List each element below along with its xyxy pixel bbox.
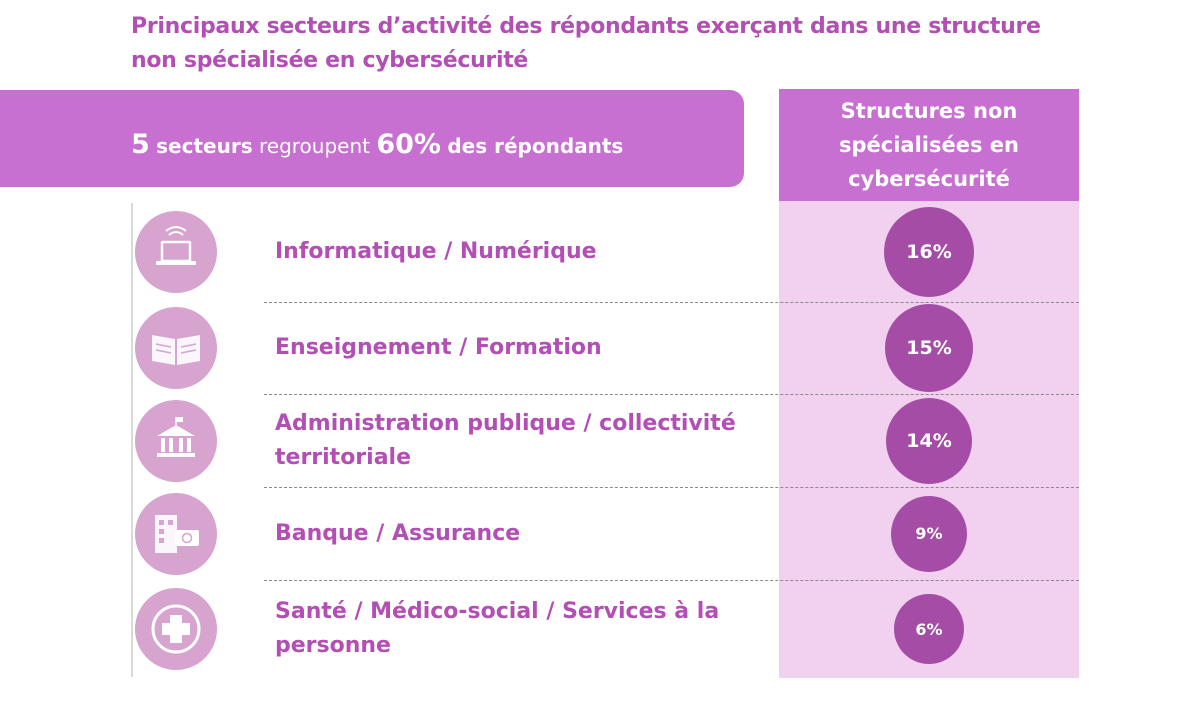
- value-bubble: 15%: [885, 304, 973, 392]
- sector-label: Santé / Médico-social / Services à la pe…: [275, 599, 720, 658]
- government-building-icon: [135, 399, 217, 482]
- summary-banner: 5 secteurs regroupent 60% des répondants: [0, 90, 744, 187]
- chart-title: Principaux secteurs d’activité des répon…: [131, 14, 1041, 73]
- word-secteurs: secteurs: [156, 134, 253, 158]
- column-header: Structures non spécialisées en cybersécu…: [779, 89, 1079, 201]
- value-bubble: 6%: [894, 594, 964, 664]
- word-regroupent: regroupent: [258, 134, 370, 158]
- sector-label: Informatique / Numérique: [275, 238, 597, 264]
- sector-label: Administration publique / collectivité t…: [275, 410, 736, 470]
- medical-cross-icon: [135, 588, 217, 670]
- sector-label: Enseignement / Formation: [275, 335, 602, 360]
- sector-count: 5: [131, 129, 150, 160]
- summary-text: 5 secteurs regroupent 60% des répondants: [131, 129, 623, 160]
- share-value: 60%: [376, 129, 441, 160]
- row-separator: [264, 580, 1079, 581]
- value-bubble: 14%: [886, 397, 972, 484]
- book-icon: [135, 307, 217, 389]
- row-separator: [264, 487, 1079, 488]
- value-bubble: 16%: [884, 206, 974, 297]
- icon-frame-line: [131, 203, 133, 677]
- row-separator: [264, 394, 1079, 395]
- word-rest: des répondants: [447, 134, 624, 158]
- laptop-icon: [135, 210, 217, 293]
- value-bubble: 9%: [891, 495, 967, 572]
- row-separator: [264, 302, 1079, 303]
- sector-label: Banque / Assurance: [275, 520, 521, 546]
- bank-building-icon: [135, 492, 217, 575]
